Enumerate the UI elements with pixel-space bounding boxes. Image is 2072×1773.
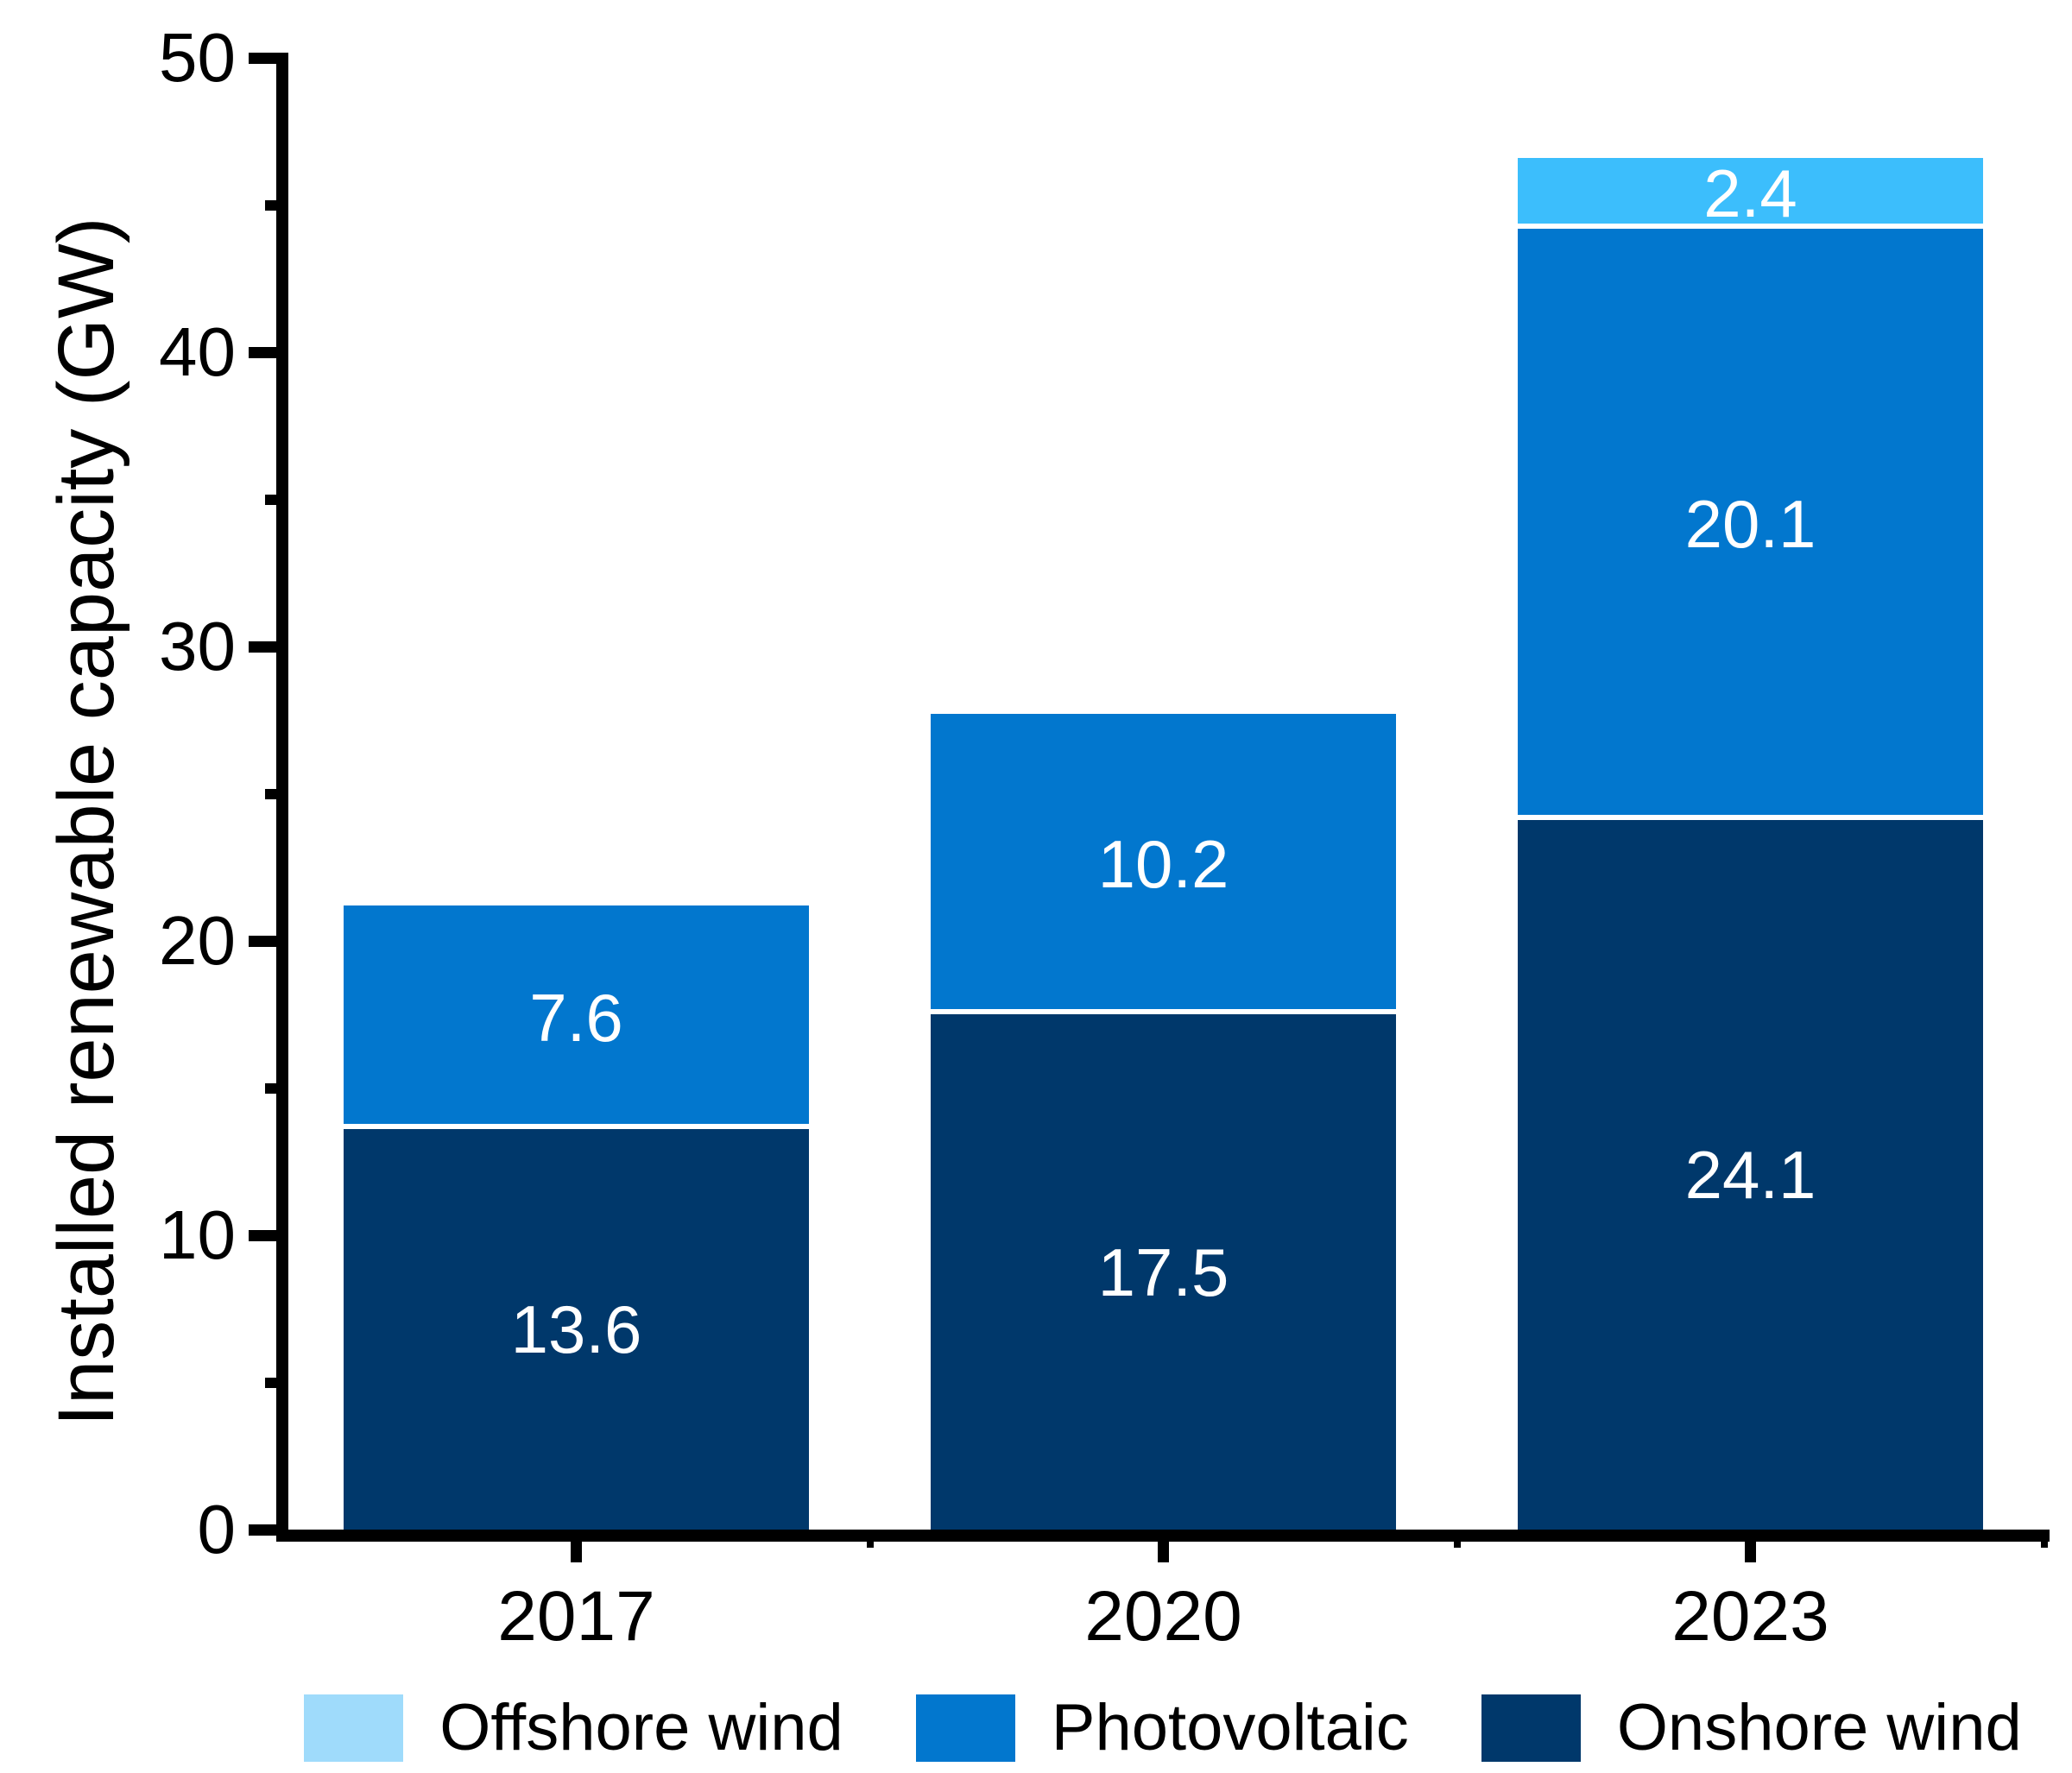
legend-label: Photovoltaic — [1051, 1691, 1409, 1764]
legend: Offshore wind Photovoltaic Onshore wind — [276, 1692, 2050, 1764]
x-major-tick — [1745, 1530, 1756, 1562]
y-tick-label: 20 — [159, 902, 236, 979]
x-minor-tick — [866, 1530, 874, 1548]
y-minor-tick — [265, 199, 288, 211]
bar-value-label: 13.6 — [510, 1291, 642, 1368]
x-category-label-2023: 2023 — [1671, 1577, 1829, 1656]
bar-value-label: 2.4 — [1703, 155, 1797, 231]
y-tick-label: 0 — [197, 1491, 237, 1568]
legend-swatch — [1481, 1694, 1581, 1762]
y-minor-tick — [265, 1082, 288, 1094]
bar-value-label: 17.5 — [1097, 1234, 1229, 1310]
legend-item-offshore-wind: Offshore wind — [304, 1694, 843, 1763]
y-major-tick — [249, 52, 288, 64]
bar-value-label: 7.6 — [529, 979, 623, 1056]
legend-item-onshore-wind: Onshore wind — [1481, 1694, 2022, 1763]
y-tick-label: 40 — [159, 313, 236, 390]
y-axis-title: Installed renewable capacity (GW) — [42, 217, 130, 1427]
y-major-tick — [249, 935, 288, 947]
x-minor-tick — [1453, 1530, 1461, 1548]
y-minor-tick — [265, 494, 288, 505]
x-minor-tick — [2040, 1530, 2048, 1548]
y-minor-tick — [265, 1377, 288, 1388]
bar-segment-onshore-wind-2020 — [931, 1014, 1396, 1530]
y-major-tick — [249, 1524, 288, 1536]
y-major-tick — [249, 640, 288, 653]
y-minor-tick — [265, 788, 288, 799]
bar-value-label: 10.2 — [1097, 826, 1229, 903]
legend-swatch — [304, 1694, 404, 1762]
bar-value-label: 20.1 — [1684, 486, 1816, 563]
legend-label: Offshore wind — [439, 1691, 843, 1764]
y-tick-label: 10 — [159, 1196, 236, 1273]
bar-segment-onshore-wind-2017 — [344, 1129, 809, 1530]
legend-item-photovoltaic: Photovoltaic — [915, 1691, 1409, 1764]
x-category-label-2020: 2020 — [1084, 1577, 1242, 1656]
bar-segment-photovoltaic-2023 — [1518, 228, 1983, 821]
y-tick-label: 30 — [159, 608, 236, 685]
bar-segment-onshore-wind-2023 — [1518, 820, 1983, 1530]
legend-swatch — [915, 1694, 1015, 1762]
bar-segment-photovoltaic-2017 — [344, 905, 809, 1130]
y-major-tick — [249, 1229, 288, 1241]
legend-label: Onshore wind — [1616, 1691, 2022, 1764]
bar-value-label: 24.1 — [1684, 1137, 1816, 1214]
bar-segment-photovoltaic-2020 — [931, 714, 1396, 1015]
x-major-tick — [1158, 1530, 1169, 1562]
bar-segment-offshore-wind-2023 — [1518, 157, 1983, 229]
y-major-tick — [249, 346, 288, 358]
x-category-label-2017: 2017 — [497, 1577, 655, 1656]
y-tick-label: 50 — [159, 19, 236, 96]
x-major-tick — [571, 1530, 582, 1562]
